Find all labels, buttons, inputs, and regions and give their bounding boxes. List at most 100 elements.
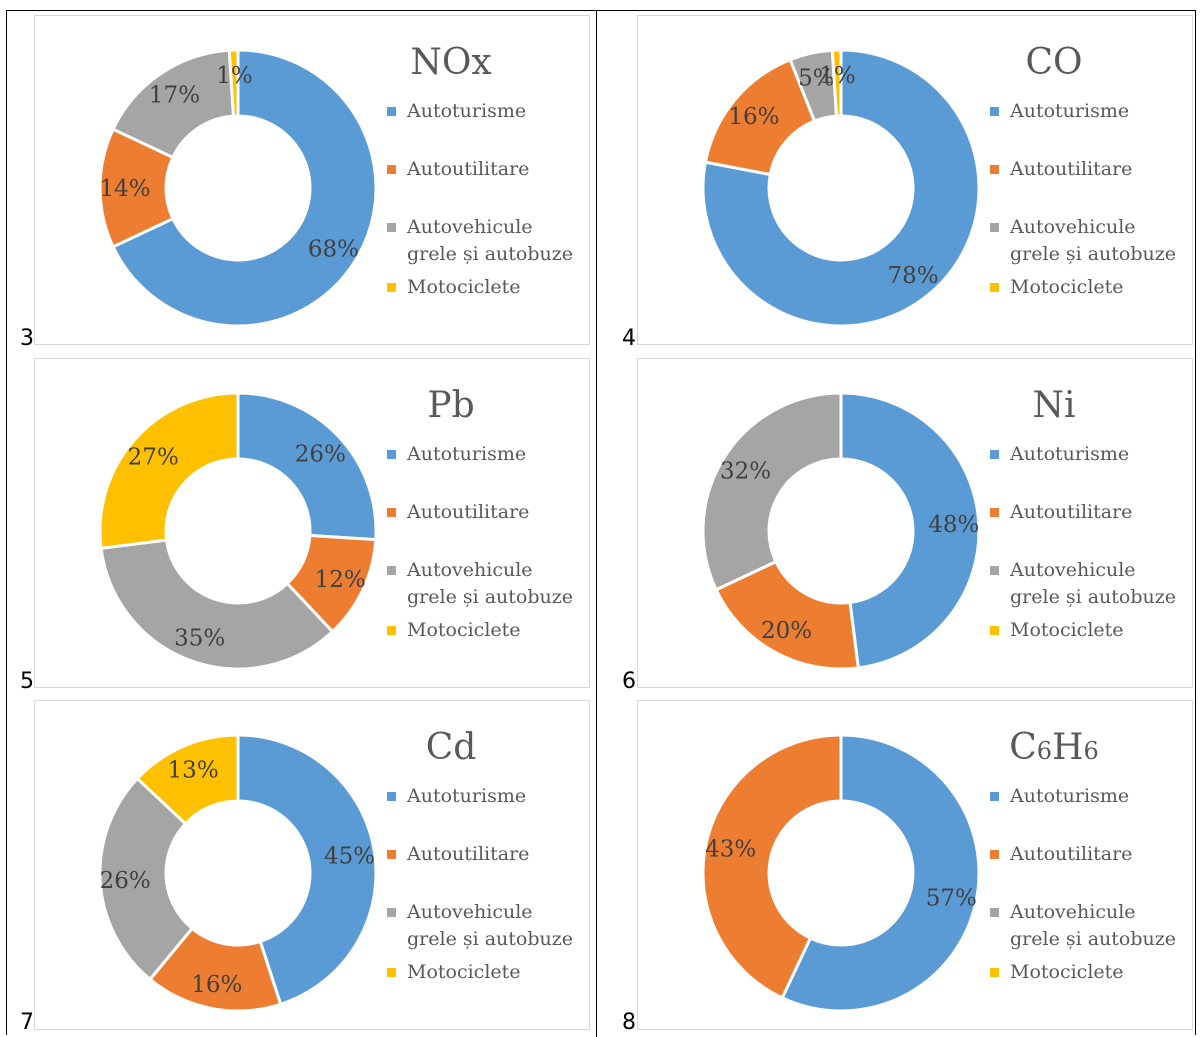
legend-label-autovehicule-grele-i-autobuze: grele și autobuze — [407, 928, 573, 950]
legend-marker-autoturisme — [387, 107, 396, 116]
legend-label-autovehicule-grele-i-autobuze: grele și autobuze — [1010, 243, 1176, 265]
slice-autoturisme — [839, 391, 981, 670]
legend-label-autovehicule-grele-i-autobuze: Autovehicule — [406, 901, 533, 923]
legend-label-autoturisme: Autoturisme — [406, 100, 526, 122]
page-frame — [6, 10, 1196, 1035]
legend-label-autovehicule-grele-i-autobuze: Autovehicule — [406, 216, 533, 238]
chart-panel-cd: 45% 16% 26% 13% Cd Autoturisme Autoutilitare Au… — [34, 700, 590, 1030]
chart-title: Ni — [1032, 385, 1075, 426]
chart-panel-pb: 26% 12% 35% 27% Pb Autoturisme Autoutilitare Au… — [34, 358, 590, 688]
data-label-autovehicule-grele-i-autobuze: 5% — [798, 66, 835, 92]
legend-label-autoturisme: Autoturisme — [406, 785, 526, 807]
legend-marker-autoutilitare — [387, 165, 396, 174]
chart-title: Pb — [427, 385, 474, 426]
donut-chart-nox: 68% 14% 17% 1% NOx Autoturisme Autoutilitare Au… — [98, 42, 573, 328]
data-label-autoutilitare: 16% — [191, 972, 242, 998]
legend-marker-autoturisme — [990, 792, 999, 801]
legend-label-autovehicule-grele-i-autobuze: grele și autobuze — [1010, 586, 1176, 608]
data-label-autoturisme: 45% — [324, 843, 375, 869]
legend-marker-autovehicule-grele-i-autobuze — [387, 223, 396, 232]
legend-label-autoturisme: Autoturisme — [1009, 100, 1129, 122]
legend-label-autoturisme: Autoturisme — [1009, 443, 1129, 465]
chart-title: CO — [1025, 42, 1082, 83]
legend-label-autoutilitare: Autoutilitare — [1009, 501, 1132, 523]
chart-panel-ni: 48% 20% 32% Ni Autoturisme Autoutilitare Autov… — [637, 358, 1193, 688]
donut-chart-ni: 48% 20% 32% Ni Autoturisme Autoutilitare Autov… — [701, 385, 1176, 671]
data-label-autoturisme: 48% — [928, 512, 979, 538]
legend-marker-autovehicule-grele-i-autobuze — [387, 908, 396, 917]
legend-label-autoutilitare: Autoutilitare — [1009, 843, 1132, 865]
legend-label-autovehicule-grele-i-autobuze: Autovehicule — [1009, 559, 1136, 581]
slice-autoutilitare — [714, 559, 860, 671]
slice-motociclete — [98, 391, 240, 550]
column-divider — [596, 10, 597, 1037]
slice-autoturisme — [111, 48, 378, 328]
legend-label-motociclete: Motociclete — [1010, 619, 1124, 641]
slice-autoturisme — [236, 733, 378, 1007]
legend-marker-autoturisme — [990, 450, 999, 459]
legend-label-motociclete: Motociclete — [1010, 276, 1124, 298]
legend-marker-autoutilitare — [387, 508, 396, 517]
legend-label-autovehicule-grele-i-autobuze: grele și autobuze — [407, 243, 573, 265]
legend-marker-autovehicule-grele-i-autobuze — [387, 566, 396, 575]
data-label-motociclete: 1% — [216, 63, 253, 89]
data-label-autovehicule-grele-i-autobuze: 26% — [100, 868, 151, 894]
data-label-autoutilitare: 12% — [315, 567, 366, 593]
slice-autovehicule-grele-i-autobuze — [98, 776, 195, 982]
slice-autoturisme — [236, 391, 378, 542]
chart-panel-co: 78% 16% 5% 1% CO Autoturisme Autoutilitare Auto… — [637, 15, 1193, 345]
legend-marker-motociclete — [990, 283, 999, 292]
data-label-autoturisme: 68% — [308, 237, 359, 263]
legend-marker-autoturisme — [387, 450, 396, 459]
slice-motociclete — [830, 48, 843, 118]
legend-label-motociclete: Motociclete — [407, 961, 521, 983]
chart-title: NOx — [410, 42, 491, 83]
legend-marker-autovehicule-grele-i-autobuze — [990, 566, 999, 575]
legend-marker-autoutilitare — [387, 850, 396, 859]
donut-chart-pb: 26% 12% 35% 27% Pb Autoturisme Autoutilitare Au… — [98, 385, 573, 671]
data-label-autovehicule-grele-i-autobuze: 32% — [720, 458, 771, 484]
data-label-autoutilitare: 16% — [728, 104, 779, 130]
data-label-autoturisme: 57% — [926, 886, 977, 912]
legend-marker-autoutilitare — [990, 165, 999, 174]
legend-label-autovehicule-grele-i-autobuze: Autovehicule — [406, 559, 533, 581]
legend-label-autovehicule-grele-i-autobuze: Autovehicule — [1009, 901, 1136, 923]
legend-marker-motociclete — [990, 968, 999, 977]
legend-label-autovehicule-grele-i-autobuze: Autovehicule — [1009, 216, 1136, 238]
legend-label-autoutilitare: Autoutilitare — [406, 158, 529, 180]
slice-autovehicule-grele-i-autobuze — [701, 391, 843, 592]
donut-chart-c6h6: 57% 43% C6H6 Autoturisme Autoutilitare Autove… — [701, 727, 1176, 1013]
data-label-autovehicule-grele-i-autobuze: 17% — [149, 83, 200, 109]
legend-label-autoutilitare: Autoutilitare — [406, 501, 529, 523]
data-label-motociclete: 1% — [819, 63, 856, 89]
legend-label-autoutilitare: Autoutilitare — [406, 843, 529, 865]
data-label-autoturisme: 78% — [887, 263, 938, 289]
slice-autoturisme — [780, 733, 981, 1013]
data-label-autoturisme: 26% — [295, 442, 346, 468]
legend-label-autoturisme: Autoturisme — [1009, 785, 1129, 807]
data-label-autoutilitare: 20% — [761, 618, 812, 644]
legend-marker-autoturisme — [990, 107, 999, 116]
legend-label-autoturisme: Autoturisme — [406, 443, 526, 465]
slice-autovehicule-grele-i-autobuze — [111, 48, 236, 160]
legend-marker-motociclete — [387, 626, 396, 635]
legend-marker-autoturisme — [387, 792, 396, 801]
slice-motociclete — [135, 733, 240, 826]
chart-title: C6H6 — [1009, 727, 1099, 768]
legend-marker-motociclete — [387, 283, 396, 292]
data-label-motociclete: 13% — [168, 757, 219, 783]
legend-marker-autoutilitare — [990, 850, 999, 859]
legend-label-autovehicule-grele-i-autobuze: grele și autobuze — [407, 586, 573, 608]
slice-motociclete — [227, 48, 240, 118]
legend-marker-autoutilitare — [990, 508, 999, 517]
slice-autovehicule-grele-i-autobuze — [99, 538, 335, 671]
legend-marker-autovehicule-grele-i-autobuze — [990, 223, 999, 232]
data-label-autovehicule-grele-i-autobuze: 35% — [174, 625, 225, 651]
legend-label-motociclete: Motociclete — [407, 276, 521, 298]
legend-marker-motociclete — [387, 968, 396, 977]
data-label-autoutilitare: 43% — [705, 836, 756, 862]
data-label-autoutilitare: 14% — [99, 176, 150, 202]
legend-label-autovehicule-grele-i-autobuze: grele și autobuze — [1010, 928, 1176, 950]
legend-label-motociclete: Motociclete — [1010, 961, 1124, 983]
slice-autoturisme — [701, 48, 981, 328]
